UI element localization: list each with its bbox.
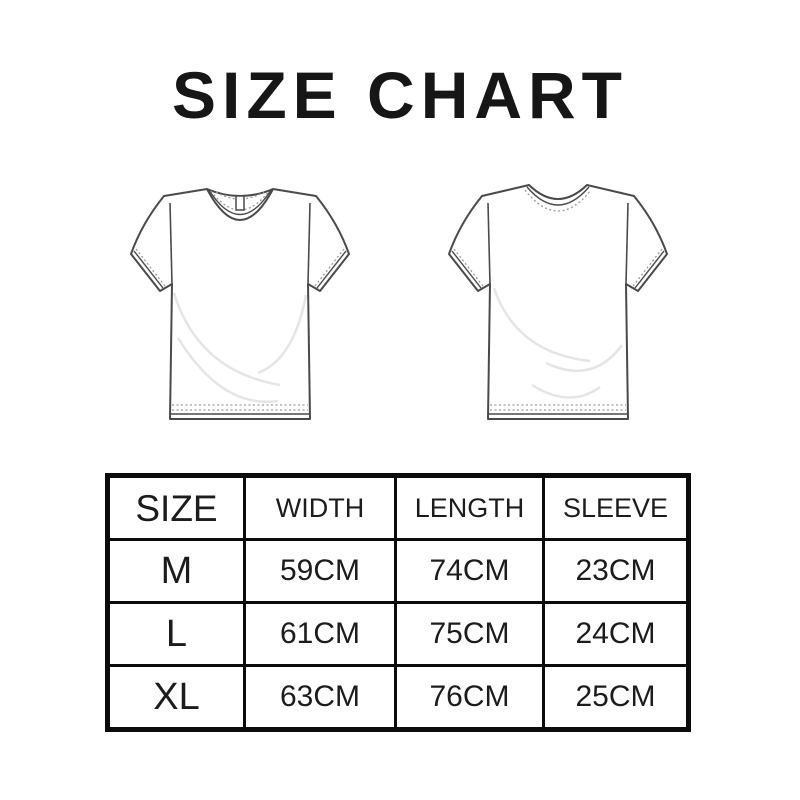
tshirt-back-illustration (448, 184, 668, 420)
column-header-sleeve: SLEEVE (542, 474, 690, 541)
front-fold-lines (172, 292, 308, 404)
front-cuff-stitches (135, 248, 345, 287)
column-header-width: WIDTH (243, 474, 397, 541)
back-collar-stitches (524, 189, 592, 212)
size-table: SIZE WIDTH LENGTH SLEEVE M 59CM 74CM 23C… (105, 473, 691, 732)
size-label: M (106, 538, 246, 604)
width-value: 63CM (243, 664, 397, 731)
length-value: 76CM (394, 664, 545, 731)
table-row-l: L 61CM 75CM 24CM (106, 601, 690, 667)
sleeve-value: 23CM (542, 538, 690, 604)
column-header-length: LENGTH (394, 474, 545, 541)
width-value: 59CM (243, 538, 397, 604)
length-value: 75CM (394, 601, 545, 667)
page-title: SIZE CHART (172, 58, 628, 132)
back-cuff-lines (451, 250, 665, 289)
front-collar-stitches (210, 190, 270, 211)
size-label: XL (106, 664, 246, 731)
size-table-header-row: SIZE WIDTH LENGTH SLEEVE (106, 474, 690, 541)
front-collar (206, 188, 274, 221)
sleeve-value: 24CM (542, 601, 690, 667)
width-value: 61CM (243, 601, 397, 667)
front-neck-tag (235, 195, 245, 211)
front-cuff-lines (133, 250, 347, 289)
sleeve-value: 25CM (542, 664, 690, 731)
back-body-outline (448, 184, 668, 420)
front-hem (170, 404, 310, 415)
back-hem (488, 404, 628, 415)
length-value: 74CM (394, 538, 545, 604)
back-fold-lines (492, 287, 624, 399)
size-label: L (106, 601, 246, 667)
back-cuff-stitches (453, 248, 663, 287)
table-row-xl: XL 63CM 76CM 25CM (106, 664, 690, 731)
tshirt-front-illustration (130, 188, 350, 420)
table-row-m: M 59CM 74CM 23CM (106, 538, 690, 604)
column-header-size: SIZE (106, 474, 246, 541)
back-collar (526, 186, 590, 206)
front-body-outline (130, 188, 350, 420)
